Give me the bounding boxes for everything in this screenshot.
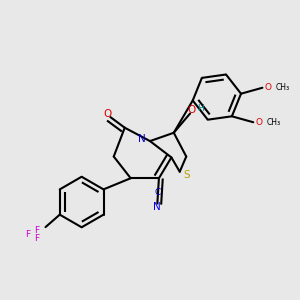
Text: O: O bbox=[255, 118, 262, 127]
Text: S: S bbox=[183, 170, 190, 180]
Text: C: C bbox=[154, 188, 160, 197]
Text: N: N bbox=[153, 202, 160, 212]
Text: N: N bbox=[138, 134, 146, 144]
Text: H: H bbox=[197, 103, 204, 112]
Text: F: F bbox=[25, 230, 30, 239]
Text: CH₃: CH₃ bbox=[276, 83, 290, 92]
Text: CH₃: CH₃ bbox=[266, 118, 280, 127]
Text: O: O bbox=[188, 106, 196, 116]
Text: F: F bbox=[34, 234, 39, 243]
Text: F: F bbox=[34, 226, 39, 235]
Text: O: O bbox=[103, 109, 112, 119]
Text: O: O bbox=[264, 83, 271, 92]
